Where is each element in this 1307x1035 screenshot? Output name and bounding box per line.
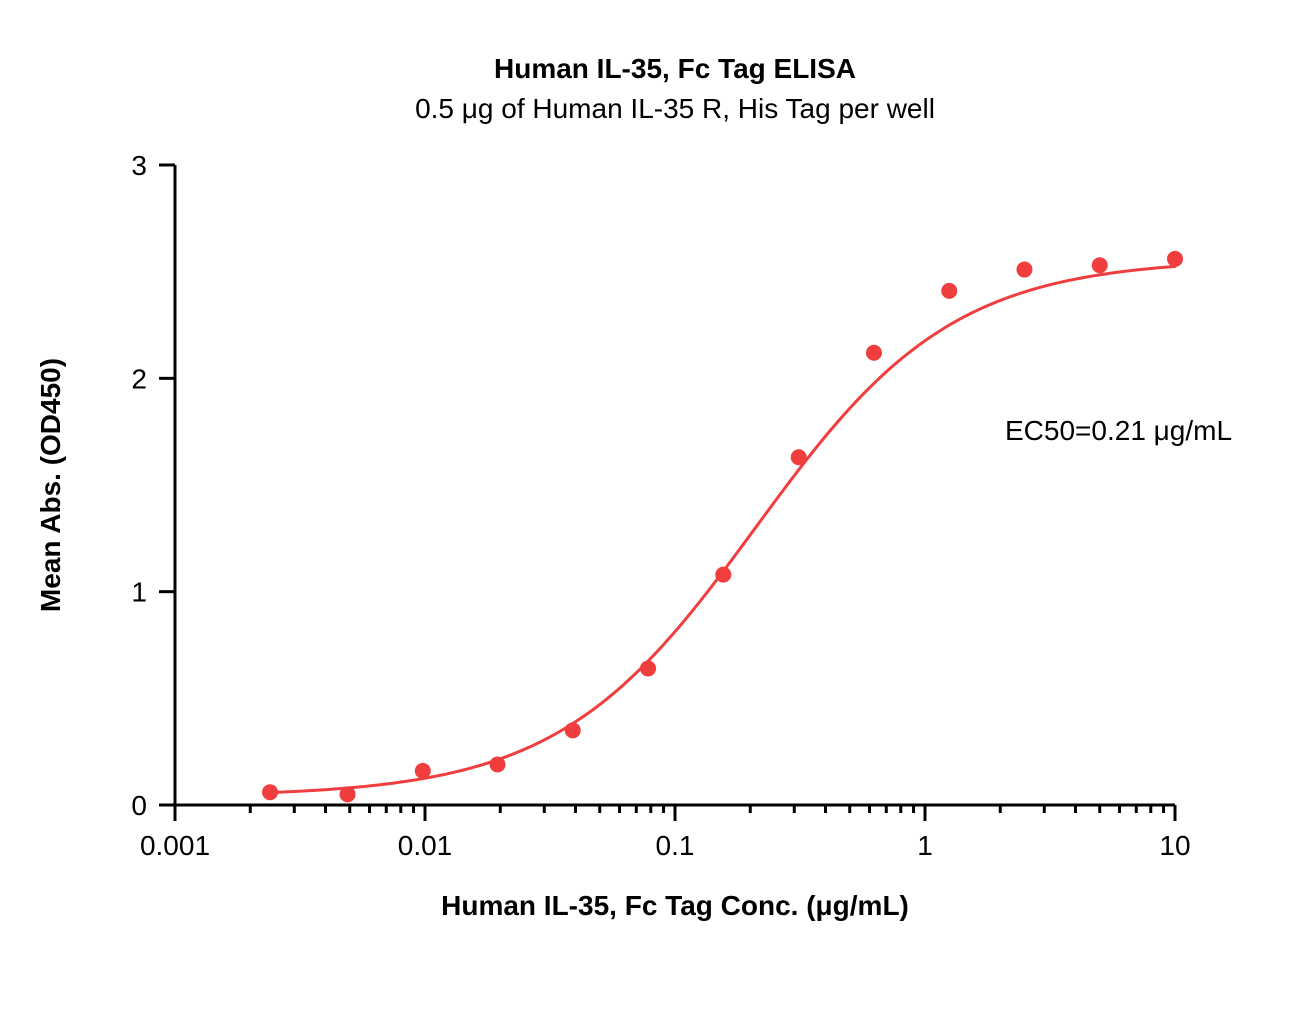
data-point	[415, 763, 431, 779]
x-tick-label: 0.001	[140, 830, 210, 861]
y-tick-label: 3	[131, 150, 147, 181]
y-tick-label: 0	[131, 790, 147, 821]
data-point	[791, 449, 807, 465]
x-axis-label: Human IL-35, Fc Tag Conc. (μg/mL)	[441, 890, 909, 921]
x-tick-label: 0.1	[656, 830, 695, 861]
data-point	[262, 784, 278, 800]
data-point	[1016, 262, 1032, 278]
y-tick-label: 2	[131, 363, 147, 394]
y-tick-label: 1	[131, 577, 147, 608]
x-tick-label: 1	[917, 830, 933, 861]
chart-subtitle: 0.5 μg of Human IL-35 R, His Tag per wel…	[415, 93, 935, 124]
data-point	[941, 283, 957, 299]
data-point	[866, 345, 882, 361]
elisa-chart-svg: Human IL-35, Fc Tag ELISA 0.5 μg of Human…	[0, 0, 1307, 1035]
data-point	[715, 567, 731, 583]
ec50-annotation: EC50=0.21 μg/mL	[1005, 415, 1232, 446]
data-point	[490, 756, 506, 772]
data-point	[340, 786, 356, 802]
x-tick-label: 10	[1159, 830, 1190, 861]
chart-title: Human IL-35, Fc Tag ELISA	[494, 53, 856, 84]
data-point	[565, 722, 581, 738]
x-tick-label: 0.01	[398, 830, 453, 861]
data-point	[640, 660, 656, 676]
chart-background	[0, 0, 1307, 1035]
data-point	[1167, 251, 1183, 267]
data-point	[1092, 257, 1108, 273]
chart-container: Human IL-35, Fc Tag ELISA 0.5 μg of Human…	[0, 0, 1307, 1035]
y-axis-label: Mean Abs. (OD450)	[35, 358, 66, 612]
